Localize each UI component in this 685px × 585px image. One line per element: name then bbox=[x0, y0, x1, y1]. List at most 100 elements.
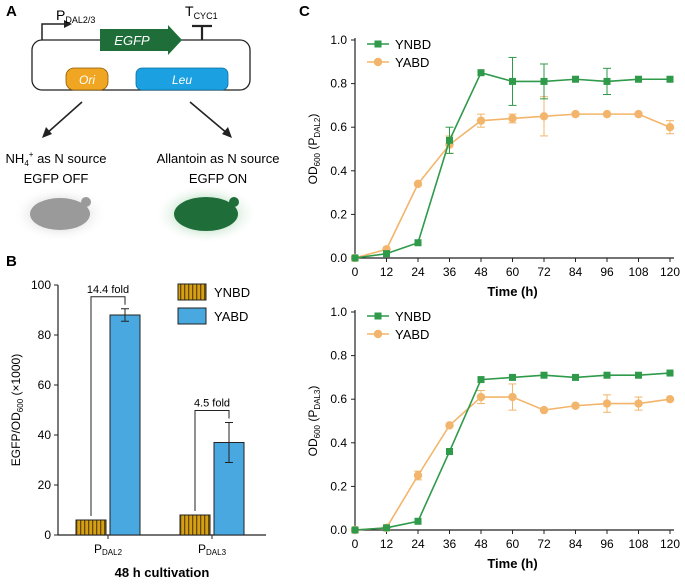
x-tick-label: 48 bbox=[474, 537, 488, 551]
x-tick-label: PDAL2 bbox=[94, 542, 123, 557]
terminator-label: TCYC1 bbox=[185, 3, 218, 21]
data-point-yabd bbox=[634, 399, 643, 408]
x-tick-label: 36 bbox=[443, 537, 457, 551]
legend-marker-yabd bbox=[373, 57, 383, 67]
data-point-yabd bbox=[602, 109, 612, 119]
panel-c-label: C bbox=[299, 3, 310, 20]
data-point-ynbd bbox=[383, 250, 390, 258]
y-axis-label: OD600 (PDAL3) bbox=[306, 386, 322, 457]
x-tick-label: 120 bbox=[660, 537, 680, 551]
y-tick-label: 0 bbox=[44, 528, 51, 542]
legend-label-ynbd: YNBD bbox=[214, 285, 250, 300]
y-tick-label: 0.6 bbox=[330, 120, 347, 134]
data-point-ynbd bbox=[572, 75, 579, 83]
x-axis-label: Time (h) bbox=[487, 556, 537, 571]
data-point-yabd bbox=[665, 123, 675, 132]
y-tick-label: 0.8 bbox=[330, 349, 347, 363]
y-tick-label: 0.8 bbox=[330, 77, 347, 91]
line-chart-dal2: 0.0 0.2 0.4 0.6 0.8 1.0 0 12 24 36 48 60 72 84 96 108 12… bbox=[306, 33, 680, 299]
y-tick-label: 1.0 bbox=[330, 33, 347, 47]
data-point-yabd bbox=[539, 112, 549, 121]
panel-a-label: A bbox=[6, 3, 17, 20]
x-tick-label: 72 bbox=[537, 537, 551, 551]
x-tick-label: 72 bbox=[537, 265, 551, 279]
x-tick-label: 96 bbox=[600, 537, 614, 551]
data-point-ynbd bbox=[446, 136, 453, 144]
data-point-ynbd bbox=[666, 75, 674, 83]
promoter-arrow-icon bbox=[41, 20, 72, 40]
legend-label-ynbd: YNBD bbox=[395, 37, 431, 52]
data-point-ynbd bbox=[351, 526, 359, 534]
fold-annotation: 4.5 fold bbox=[194, 398, 230, 410]
data-point-yabd bbox=[445, 421, 454, 430]
data-point-ynbd bbox=[603, 77, 611, 85]
data-point-ynbd bbox=[509, 373, 516, 381]
left-condition-label: NH4+ as N source bbox=[6, 150, 107, 168]
x-tick-label: 12 bbox=[380, 537, 394, 551]
ori-label: Ori bbox=[79, 73, 95, 87]
panel-b-label: B bbox=[6, 253, 17, 270]
data-point-yabd bbox=[571, 109, 580, 119]
x-tick-label: 84 bbox=[569, 537, 583, 551]
y-tick-label: 0.4 bbox=[330, 164, 347, 178]
data-point-ynbd bbox=[383, 524, 390, 532]
x-tick-label: 24 bbox=[411, 537, 425, 551]
data-point-yabd bbox=[602, 399, 612, 408]
data-point-ynbd bbox=[603, 371, 611, 379]
fold-annotation: 14.4 fold bbox=[87, 284, 129, 296]
data-point-ynbd bbox=[540, 371, 548, 379]
yeast-cell-on-icon bbox=[154, 184, 258, 244]
x-tick-label: 120 bbox=[660, 265, 680, 279]
yeast-cell-off-icon bbox=[12, 186, 108, 242]
data-point-ynbd bbox=[351, 254, 359, 262]
legend-marker-yabd bbox=[373, 329, 383, 339]
legend-marker-ynbd bbox=[374, 40, 382, 48]
x-axis-label: Time (h) bbox=[487, 284, 537, 299]
y-tick-label: 0.0 bbox=[330, 523, 347, 537]
right-state-label: EGFP ON bbox=[189, 171, 247, 186]
egfp-gene-block bbox=[100, 25, 182, 55]
y-tick-label: 40 bbox=[38, 428, 52, 442]
legend-marker-ynbd bbox=[374, 312, 382, 320]
fold-bracket bbox=[194, 410, 230, 511]
right-condition-label: Allantoin as N source bbox=[157, 151, 280, 166]
data-point-yabd bbox=[476, 116, 486, 125]
data-point-yabd bbox=[634, 109, 643, 119]
y-tick-label: 0.4 bbox=[330, 436, 347, 450]
y-tick-label: 100 bbox=[31, 278, 51, 292]
data-point-yabd bbox=[413, 179, 423, 189]
terminator-icon bbox=[192, 24, 212, 40]
data-point-ynbd bbox=[414, 517, 422, 525]
leu-block bbox=[135, 67, 229, 91]
legend-label-yabd: YABD bbox=[395, 55, 429, 70]
data-point-ynbd bbox=[509, 77, 516, 85]
series-line-yabd bbox=[354, 113, 671, 259]
x-tick-label: 36 bbox=[443, 265, 457, 279]
legend-swatch-ynbd bbox=[177, 283, 207, 301]
x-tick-label: 108 bbox=[628, 265, 648, 279]
data-point-ynbd bbox=[414, 239, 422, 247]
x-tick-label: 0 bbox=[352, 537, 359, 551]
x-tick-label: PDAL3 bbox=[198, 542, 227, 557]
fold-bracket bbox=[90, 296, 126, 516]
x-tick-label: 84 bbox=[569, 265, 583, 279]
panel-a: A PDAL2/3 EGFP TCYC1 Ori Leu bbox=[6, 3, 280, 244]
data-point-yabd bbox=[413, 471, 423, 480]
legend-label-ynbd: YNBD bbox=[395, 309, 431, 324]
legend-swatch-yabd bbox=[177, 307, 207, 325]
x-tick-label: 60 bbox=[506, 537, 520, 551]
egfp-gene-label: EGFP bbox=[114, 33, 150, 48]
data-point-yabd bbox=[508, 392, 517, 402]
bar-ynbd bbox=[75, 519, 107, 536]
y-tick-label: 0.0 bbox=[330, 251, 347, 265]
right-arrow-icon bbox=[189, 101, 232, 138]
data-point-ynbd bbox=[477, 69, 485, 77]
y-tick-label: 0.2 bbox=[330, 207, 347, 221]
y-tick-label: 60 bbox=[38, 378, 52, 392]
data-point-ynbd bbox=[477, 376, 485, 384]
y-tick-label: 80 bbox=[38, 328, 52, 342]
promoter-label: PDAL2/3 bbox=[56, 7, 95, 25]
data-point-yabd bbox=[539, 405, 549, 415]
data-point-ynbd bbox=[635, 75, 642, 83]
panel-b: B 0 20 40 60 80 100 EGFP/OD600 (×1000) PDAL2 PDA… bbox=[6, 253, 266, 580]
